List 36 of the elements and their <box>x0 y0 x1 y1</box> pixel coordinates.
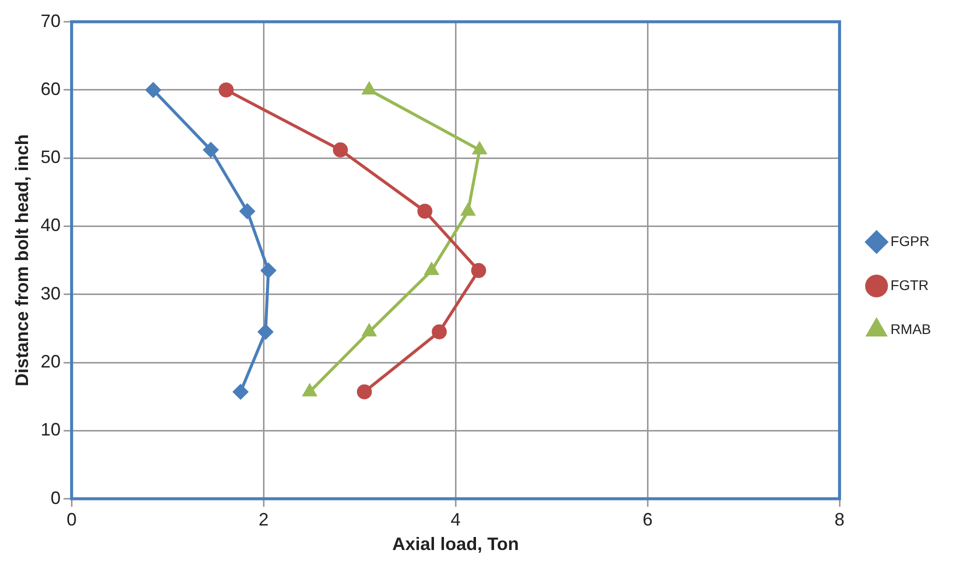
point <box>332 142 348 158</box>
x-tick-label: 8 <box>834 510 845 530</box>
y-tick-label: 20 <box>40 351 61 372</box>
y-axis-title: Distance from bolt head, inch <box>12 134 32 386</box>
point <box>362 324 376 336</box>
point <box>233 384 248 400</box>
point <box>146 82 161 98</box>
x-tick-label: 6 <box>642 510 653 530</box>
point <box>218 82 234 98</box>
x-tick-label: 2 <box>258 510 269 530</box>
point <box>203 142 218 158</box>
point <box>258 324 274 340</box>
point <box>302 384 316 396</box>
legend-label: FGPR <box>890 232 930 249</box>
y-tick-label: 30 <box>40 283 61 304</box>
x-tick-label: 4 <box>450 510 461 530</box>
x-axis-title: Axial load, Ton <box>392 534 519 554</box>
y-tick-label: 70 <box>40 10 61 31</box>
x-tick-label: 0 <box>66 510 77 530</box>
point <box>362 82 376 94</box>
point <box>424 263 438 276</box>
legend-label: RMAB <box>890 320 932 337</box>
point <box>260 263 276 278</box>
point <box>356 384 372 400</box>
point <box>461 204 475 216</box>
point <box>240 204 255 219</box>
y-tick-label: 60 <box>40 78 61 99</box>
point <box>417 204 432 219</box>
y-tick-label: 40 <box>40 215 61 236</box>
point <box>472 142 486 154</box>
point <box>432 324 447 340</box>
y-tick-label: 0 <box>50 488 61 508</box>
y-tick-label: 50 <box>40 147 61 168</box>
point <box>471 263 486 278</box>
legend-label: FGTR <box>890 276 929 293</box>
y-tick-label: 10 <box>40 420 61 440</box>
